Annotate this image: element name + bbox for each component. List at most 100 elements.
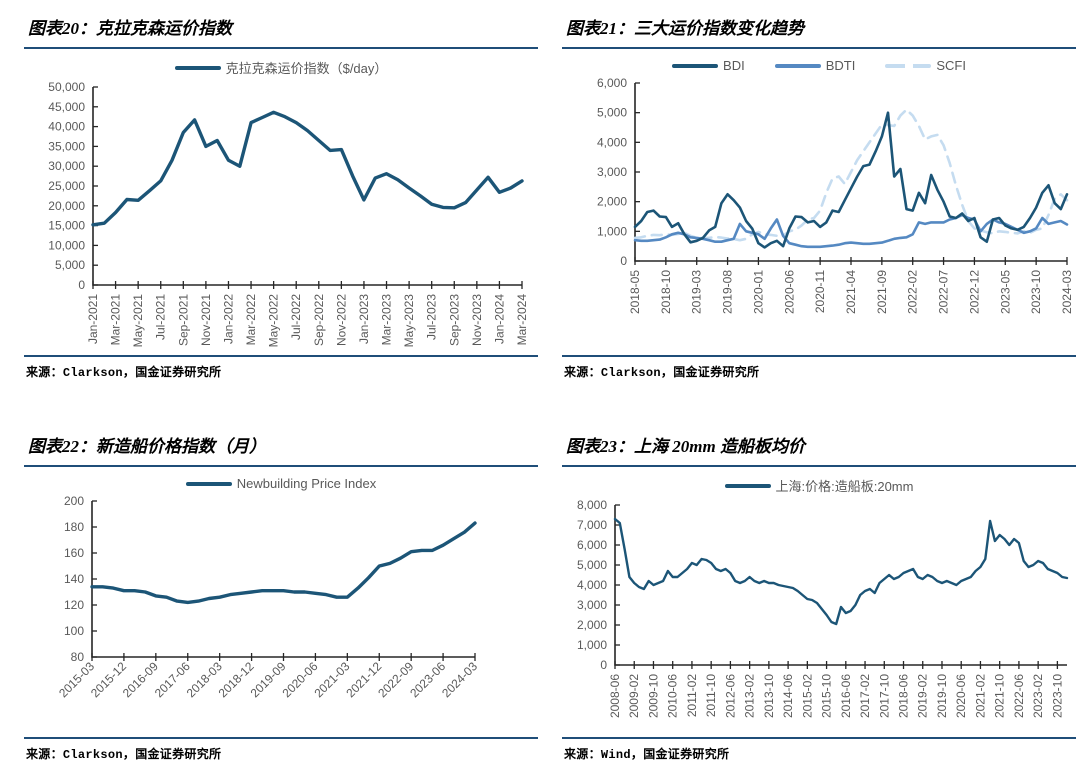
legend-item: BDTI bbox=[774, 58, 856, 73]
series-line-SCFI bbox=[633, 108, 1069, 242]
svg-text:5,000: 5,000 bbox=[577, 558, 607, 572]
svg-text:Jan-2022: Jan-2022 bbox=[221, 294, 235, 344]
svg-text:Jan-2024: Jan-2024 bbox=[492, 294, 506, 344]
svg-text:8,000: 8,000 bbox=[577, 498, 607, 512]
legend-item: BDI bbox=[672, 58, 745, 73]
x-axis-ticks: Jan-2021 Mar-2021 May-2021 Jul-2021 Sep-2021… bbox=[86, 281, 529, 347]
legend-item: Newbuilding Price Index bbox=[185, 476, 377, 491]
svg-text:2023-05: 2023-05 bbox=[998, 270, 1012, 314]
series-line-BDI bbox=[633, 111, 1069, 249]
svg-text:7,000: 7,000 bbox=[577, 518, 607, 532]
svg-text:2023-10: 2023-10 bbox=[1050, 674, 1064, 718]
svg-text:Mar-2021: Mar-2021 bbox=[109, 294, 123, 346]
svg-text:2024-03: 2024-03 bbox=[439, 659, 480, 700]
svg-text:Mar-2022: Mar-2022 bbox=[244, 294, 258, 346]
svg-text:Jan-2023: Jan-2023 bbox=[357, 294, 371, 344]
source-note-23: 来源：Wind，国金证券研究所 bbox=[562, 737, 1076, 764]
axis bbox=[91, 501, 475, 658]
legend-label: Newbuilding Price Index bbox=[236, 476, 377, 491]
svg-text:2019-02: 2019-02 bbox=[916, 674, 930, 718]
axis bbox=[614, 505, 1067, 666]
svg-text:May-2022: May-2022 bbox=[267, 294, 281, 348]
figure-panel-22: 图表22：新造船价格指数（月） Newbuilding Price Index … bbox=[24, 428, 538, 764]
chart-legend-20: 克拉克森运价指数（$/day） bbox=[24, 58, 538, 77]
svg-text:160: 160 bbox=[64, 546, 84, 560]
svg-text:30,000: 30,000 bbox=[48, 159, 85, 173]
chart-legend-23: 上海:价格:造船板:20mm bbox=[562, 476, 1076, 495]
svg-text:2008-06: 2008-06 bbox=[608, 674, 622, 718]
svg-text:2,000: 2,000 bbox=[577, 618, 607, 632]
chart-legend-22: Newbuilding Price Index bbox=[24, 476, 538, 491]
svg-text:100: 100 bbox=[64, 624, 84, 638]
svg-text:Nov-2021: Nov-2021 bbox=[199, 294, 213, 346]
svg-text:2022-06: 2022-06 bbox=[1012, 674, 1026, 718]
legend-line-swatch bbox=[885, 63, 932, 68]
svg-text:2013-10: 2013-10 bbox=[762, 674, 776, 718]
legend-item: 上海:价格:造船板:20mm bbox=[724, 476, 913, 495]
svg-text:2019-08: 2019-08 bbox=[721, 270, 735, 314]
svg-text:2024-03: 2024-03 bbox=[1060, 270, 1074, 314]
svg-text:2011-02: 2011-02 bbox=[685, 674, 699, 717]
svg-text:3,000: 3,000 bbox=[577, 598, 607, 612]
svg-text:2020-11: 2020-11 bbox=[813, 270, 827, 313]
svg-text:0: 0 bbox=[600, 658, 607, 672]
svg-text:2011-10: 2011-10 bbox=[704, 674, 718, 717]
svg-text:5,000: 5,000 bbox=[55, 258, 85, 272]
svg-text:2021-10: 2021-10 bbox=[993, 674, 1007, 718]
svg-text:2022-02: 2022-02 bbox=[906, 270, 920, 314]
figure-title-23: 图表23：上海 20mm 造船板均价 bbox=[562, 428, 1076, 467]
series-lines bbox=[90, 521, 477, 605]
legend-line-swatch bbox=[185, 481, 232, 486]
svg-text:180: 180 bbox=[64, 520, 84, 534]
svg-text:2018-10: 2018-10 bbox=[659, 270, 673, 314]
series-line--20mm bbox=[613, 517, 1069, 626]
svg-text:80: 80 bbox=[71, 650, 85, 664]
plate-price-chart: 0 1,000 2,000 3,000 4,000 5,000 6,000 7,000 8,00… bbox=[577, 498, 1069, 718]
svg-text:Sep-2021: Sep-2021 bbox=[176, 294, 190, 346]
svg-text:15,000: 15,000 bbox=[48, 219, 85, 233]
svg-text:140: 140 bbox=[64, 572, 84, 586]
figure-panel-21: 图表21：三大运价指数变化趋势 BDI BDTI SCFI 0 1,000 2,000 3… bbox=[562, 10, 1076, 382]
svg-text:2020-01: 2020-01 bbox=[751, 270, 765, 314]
legend-item: 克拉克森运价指数（$/day） bbox=[174, 58, 387, 77]
svg-text:Jan-2021: Jan-2021 bbox=[86, 294, 100, 344]
svg-text:4,000: 4,000 bbox=[577, 578, 607, 592]
svg-text:2022-12: 2022-12 bbox=[967, 270, 981, 314]
legend-label: BDI bbox=[723, 58, 745, 73]
legend-line-swatch bbox=[774, 63, 821, 68]
svg-text:45,000: 45,000 bbox=[48, 100, 85, 114]
svg-text:1,000: 1,000 bbox=[577, 638, 607, 652]
y-axis-ticks: 0 5,000 10,000 15,000 20,000 25,000 30,000 35,0… bbox=[48, 80, 98, 292]
y-axis-ticks: 80 100 120 140 160 180 200 bbox=[64, 494, 97, 664]
svg-text:May-2021: May-2021 bbox=[131, 294, 145, 348]
svg-text:10,000: 10,000 bbox=[48, 238, 85, 252]
legend-label: BDTI bbox=[825, 58, 856, 73]
svg-text:Jul-2021: Jul-2021 bbox=[154, 294, 168, 340]
svg-text:2021-02: 2021-02 bbox=[973, 674, 987, 718]
svg-text:Sep-2022: Sep-2022 bbox=[312, 294, 326, 346]
svg-text:2016-06: 2016-06 bbox=[839, 674, 853, 718]
svg-text:Nov-2022: Nov-2022 bbox=[334, 294, 348, 346]
series-line--day- bbox=[91, 110, 524, 227]
svg-text:Sep-2023: Sep-2023 bbox=[447, 294, 461, 346]
svg-text:2013-02: 2013-02 bbox=[743, 674, 757, 718]
figure-panel-20: 图表20：克拉克森运价指数 克拉克森运价指数（$/day） 0 5,000 10,0… bbox=[24, 10, 538, 382]
svg-text:2017-10: 2017-10 bbox=[877, 674, 891, 718]
series-lines bbox=[91, 110, 524, 227]
svg-text:1,000: 1,000 bbox=[597, 224, 627, 238]
svg-text:2020-06: 2020-06 bbox=[954, 674, 968, 718]
svg-text:0: 0 bbox=[620, 254, 627, 268]
source-note-21: 来源：Clarkson，国金证券研究所 bbox=[562, 355, 1076, 382]
legend-item: SCFI bbox=[885, 58, 966, 73]
legend-line-swatch bbox=[174, 65, 221, 70]
svg-text:3,000: 3,000 bbox=[597, 165, 627, 179]
svg-text:2015-02: 2015-02 bbox=[800, 674, 814, 718]
svg-text:Nov-2023: Nov-2023 bbox=[470, 294, 484, 346]
svg-text:200: 200 bbox=[64, 494, 84, 508]
series-line-BDTI bbox=[633, 213, 1069, 249]
x-axis-ticks: 2018-05 2018-10 2019-03 2019-08 2020-01 2020-… bbox=[628, 257, 1074, 314]
svg-text:2009-02: 2009-02 bbox=[627, 674, 641, 718]
clarksea-index-chart: 0 5,000 10,000 15,000 20,000 25,000 30,000 35,0… bbox=[48, 80, 529, 347]
